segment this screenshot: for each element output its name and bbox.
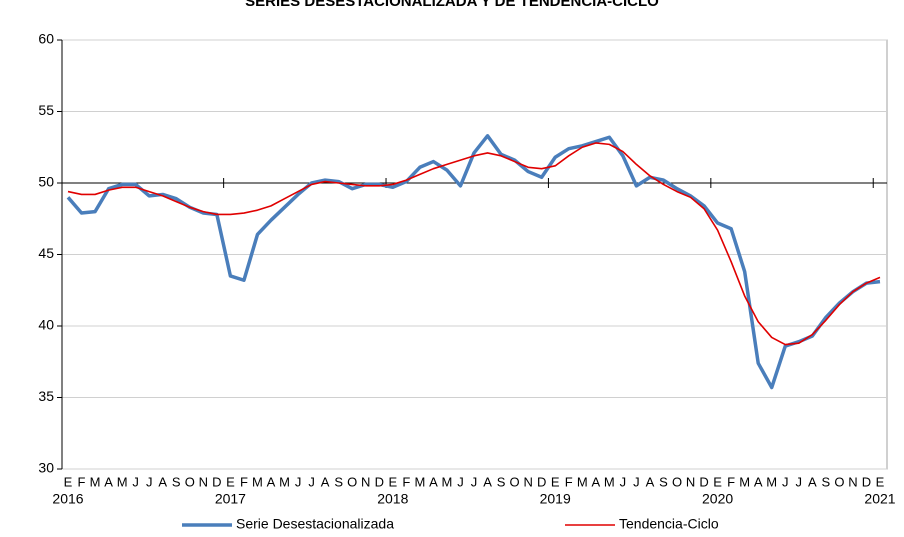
- x-tick-label: A: [754, 474, 763, 489]
- x-tick-label: O: [834, 474, 844, 489]
- x-tick-label: N: [523, 474, 532, 489]
- x-tick-label: M: [414, 474, 425, 489]
- x-tick-label: A: [158, 474, 167, 489]
- y-tick-label: 60: [38, 31, 54, 47]
- chart-title: SERIES DESESTACIONALIZADA Y DE TENDENCIA…: [245, 0, 659, 10]
- year-label: 2016: [52, 491, 83, 507]
- x-tick-label: J: [308, 474, 315, 489]
- x-tick-label: F: [240, 474, 248, 489]
- x-tick-label: A: [321, 474, 330, 489]
- x-tick-label: M: [739, 474, 750, 489]
- x-tick-label: N: [361, 474, 370, 489]
- x-tick-label: D: [212, 474, 221, 489]
- x-tick-label: N: [848, 474, 857, 489]
- x-tick-label: M: [252, 474, 263, 489]
- x-tick-label: A: [104, 474, 113, 489]
- x-tick-label: M: [577, 474, 588, 489]
- y-tick-label: 40: [38, 317, 54, 333]
- x-tick-label: O: [347, 474, 357, 489]
- x-tick-label: A: [646, 474, 655, 489]
- x-tick-label: F: [565, 474, 573, 489]
- year-label: 2019: [540, 491, 571, 507]
- x-tick-label: N: [686, 474, 695, 489]
- x-tick-label: J: [471, 474, 478, 489]
- x-tick-label: S: [659, 474, 668, 489]
- year-label: 2020: [702, 491, 733, 507]
- year-label: 2017: [215, 491, 246, 507]
- x-tick-label: D: [375, 474, 384, 489]
- x-tick-label: A: [808, 474, 817, 489]
- year-label: 2021: [864, 491, 895, 507]
- x-tick-label: O: [510, 474, 520, 489]
- x-tick-label: F: [78, 474, 86, 489]
- legend-label: Tendencia-Ciclo: [619, 516, 719, 532]
- y-tick-label: 35: [38, 388, 54, 404]
- x-tick-label: J: [132, 474, 139, 489]
- y-tick-label: 30: [38, 460, 54, 476]
- x-tick-label: E: [226, 474, 235, 489]
- series-line: [67, 142, 881, 346]
- x-tick-label: M: [90, 474, 101, 489]
- x-tick-label: E: [388, 474, 397, 489]
- x-tick-label: J: [295, 474, 302, 489]
- x-tick-label: A: [591, 474, 600, 489]
- x-tick-label: J: [146, 474, 153, 489]
- x-tick-label: E: [551, 474, 560, 489]
- x-tick-label: J: [633, 474, 640, 489]
- x-tick-label: M: [279, 474, 290, 489]
- x-tick-label: A: [483, 474, 492, 489]
- x-tick-label: S: [822, 474, 831, 489]
- x-tick-label: E: [876, 474, 885, 489]
- x-tick-label: S: [497, 474, 506, 489]
- x-tick-label: F: [727, 474, 735, 489]
- x-tick-label: J: [782, 474, 789, 489]
- x-tick-label: D: [699, 474, 708, 489]
- x-tick-label: D: [537, 474, 546, 489]
- y-tick-label: 50: [38, 174, 54, 190]
- x-tick-label: E: [64, 474, 73, 489]
- x-tick-label: S: [334, 474, 343, 489]
- y-tick-label: 55: [38, 102, 54, 118]
- year-label: 2018: [377, 491, 408, 507]
- x-tick-label: F: [402, 474, 410, 489]
- x-tick-label: N: [199, 474, 208, 489]
- y-tick-label: 45: [38, 245, 54, 261]
- x-tick-label: J: [620, 474, 627, 489]
- x-tick-label: M: [604, 474, 615, 489]
- x-tick-label: J: [457, 474, 464, 489]
- legend-label: Serie Desestacionalizada: [236, 516, 394, 532]
- x-tick-label: S: [172, 474, 181, 489]
- x-tick-label: M: [117, 474, 128, 489]
- x-tick-label: D: [862, 474, 871, 489]
- x-tick-label: M: [766, 474, 777, 489]
- x-tick-label: O: [672, 474, 682, 489]
- x-tick-label: E: [713, 474, 722, 489]
- x-tick-label: J: [796, 474, 803, 489]
- x-tick-label: A: [429, 474, 438, 489]
- x-tick-label: O: [185, 474, 195, 489]
- x-tick-label: M: [442, 474, 453, 489]
- x-tick-label: A: [267, 474, 276, 489]
- series-line: [66, 134, 881, 390]
